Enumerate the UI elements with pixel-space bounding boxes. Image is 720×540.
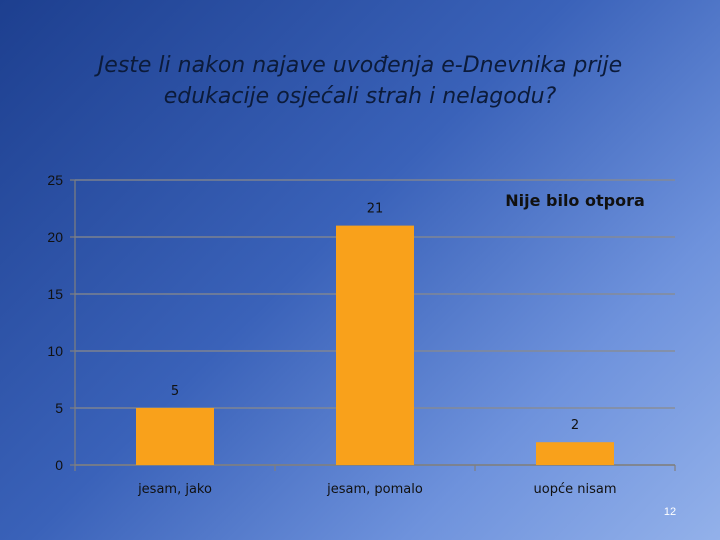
bar-1 <box>136 408 214 465</box>
x-tick-label-2: jesam, pomalo <box>326 482 423 497</box>
y-tick-label-25: 25 <box>47 172 63 188</box>
y-tick-label-5: 5 <box>55 400 63 416</box>
chart-title-line-1: Jeste li nakon najave uvođenja e-Dnevnik… <box>97 53 623 78</box>
annotation-nije-bilo-otpora: Nije bilo otpora <box>505 191 645 210</box>
y-axis-tick-labels: 0 5 10 15 20 25 <box>47 172 63 473</box>
bars <box>136 225 614 465</box>
x-axis-tick-labels: jesam, jako jesam, pomalo uopće nisam <box>137 482 616 497</box>
x-tick-label-1: jesam, jako <box>137 482 212 497</box>
y-tick-label-20: 20 <box>47 229 63 245</box>
page-number: 12 <box>663 506 677 518</box>
bar-2 <box>336 225 414 465</box>
y-tick-label-15: 15 <box>47 286 63 302</box>
data-label-3: 2 <box>571 418 579 433</box>
data-label-1: 5 <box>171 384 179 399</box>
bar-3 <box>536 442 614 465</box>
data-label-2: 21 <box>367 202 384 217</box>
y-tick-label-0: 0 <box>55 457 63 473</box>
chart-title-line-2: edukacije osjećali strah i nelagodu? <box>163 84 557 109</box>
x-tick-label-3: uopće nisam <box>534 482 617 497</box>
y-tick-label-10: 10 <box>47 343 63 359</box>
chart-title: Jeste li nakon najave uvođenja e-Dnevnik… <box>40 50 680 112</box>
data-labels: 5 21 2 <box>171 202 579 434</box>
